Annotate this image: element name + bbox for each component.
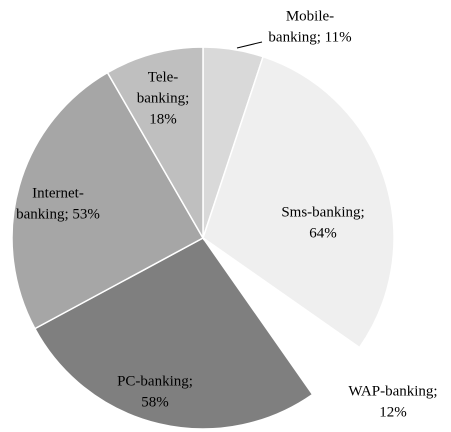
data-label: banking; — [137, 90, 190, 106]
leader-line — [236, 41, 263, 49]
pie-slice — [11, 71, 205, 330]
data-label: 18% — [149, 111, 177, 127]
data-label: Mobile- — [286, 8, 334, 24]
data-label: 12% — [379, 404, 407, 420]
data-label: Tele- — [148, 69, 179, 85]
data-label: PC-banking; — [117, 373, 193, 389]
data-label: Sms-banking; — [281, 204, 364, 220]
data-label: 58% — [141, 394, 169, 410]
pie-slice — [33, 237, 314, 430]
data-label: banking; 53% — [16, 206, 100, 222]
data-label: banking; 11% — [268, 29, 351, 45]
pie-slice — [106, 46, 204, 241]
data-label: Internet- — [32, 185, 84, 201]
data-label: WAP-banking; — [348, 383, 437, 399]
pie-slice — [202, 55, 395, 349]
data-label: 64% — [309, 225, 337, 241]
